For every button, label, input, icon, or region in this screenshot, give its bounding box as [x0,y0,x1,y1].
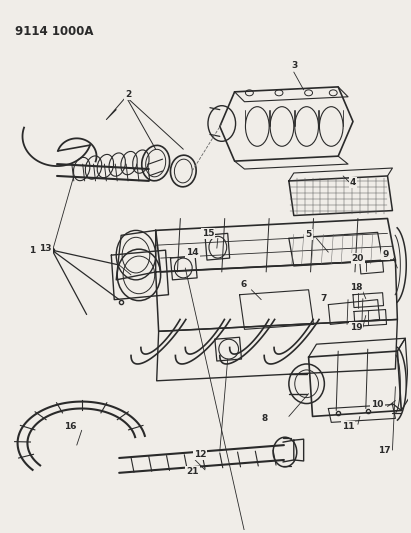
Text: 11: 11 [342,422,354,431]
Text: 8: 8 [261,414,267,423]
Text: 9: 9 [382,249,389,259]
Text: 6: 6 [240,280,247,289]
Text: 17: 17 [378,446,391,455]
Text: 21: 21 [186,467,199,477]
Text: 16: 16 [64,422,76,431]
Text: 12: 12 [194,449,206,458]
Text: 3: 3 [292,61,298,70]
Text: 15: 15 [202,229,214,238]
Text: 10: 10 [372,400,384,409]
Text: 5: 5 [305,230,312,239]
Text: 2: 2 [125,90,131,99]
Text: 19: 19 [350,323,362,332]
Text: 4: 4 [350,179,356,188]
Text: 7: 7 [320,294,327,303]
Text: 13: 13 [39,244,51,253]
Text: 14: 14 [186,248,199,257]
Text: 20: 20 [352,254,364,263]
Text: 18: 18 [350,283,362,292]
Text: 1: 1 [29,246,35,255]
Text: 9114 1000A: 9114 1000A [15,25,93,37]
